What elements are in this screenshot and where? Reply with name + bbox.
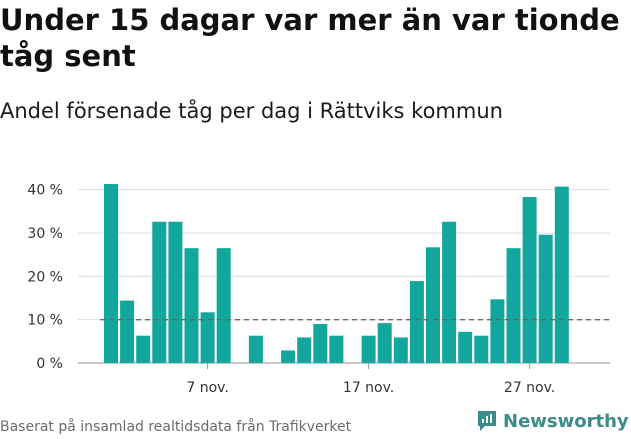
bar [554, 186, 569, 363]
bar [409, 281, 424, 363]
bar [393, 337, 408, 363]
bar [329, 335, 344, 363]
bar [104, 184, 118, 363]
bar [426, 247, 440, 363]
bar [506, 248, 521, 363]
bar [216, 248, 231, 363]
chart-subtitle: Andel försenade tåg per dag i Rättviks k… [0, 99, 503, 123]
y-tick-label: 20 % [27, 269, 63, 285]
bar-chart: 0 % 10 % 20 % 30 % 40 % 7 nov. 17 nov. 27 nov. [27, 183, 610, 396]
bar [297, 337, 312, 363]
y-tick-label: 40 % [27, 183, 63, 199]
bar [458, 331, 473, 363]
bar [136, 335, 151, 363]
bar [442, 221, 457, 363]
brand-name: Newsworthy [503, 410, 629, 432]
bar [474, 335, 489, 363]
bar [361, 335, 376, 363]
bar [490, 299, 505, 363]
bar [168, 221, 183, 363]
bar [377, 323, 392, 363]
bar [200, 312, 215, 363]
x-tick-label: 27 nov. [504, 380, 555, 396]
source-note: Baserat på insamlad realtidsdata från Tr… [0, 419, 352, 435]
newsworthy-logo-icon [478, 411, 496, 431]
brand-logo: Newsworthy [476, 408, 629, 434]
bar [522, 197, 537, 363]
bar [152, 221, 167, 363]
bar [281, 350, 296, 363]
chart-title: Under 15 dagar var mer än var tionde tåg… [0, 3, 620, 73]
y-tick-label: 0 % [36, 356, 63, 372]
x-tick-label: 7 nov. [186, 380, 228, 396]
bar [248, 335, 263, 363]
bar [313, 324, 328, 363]
x-tick-label: 17 nov. [343, 380, 394, 396]
bar [184, 248, 199, 363]
y-tick-label: 10 % [27, 313, 63, 329]
y-tick-label: 30 % [27, 226, 63, 242]
bar [120, 300, 135, 363]
bar [538, 234, 553, 363]
